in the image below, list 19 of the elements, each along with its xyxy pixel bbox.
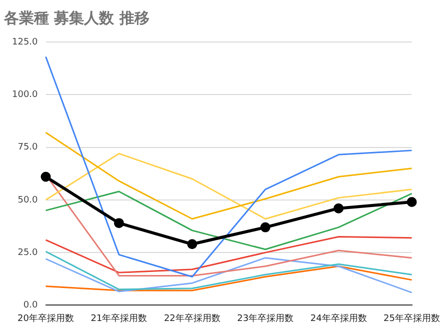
x-tick-label: 25年卒採用数 [384,312,440,324]
y-tick-label: 0.0 [23,300,38,311]
x-tick-label: 22年卒採用数 [164,312,220,324]
y-tick-label: 75.0 [18,142,38,153]
y-tick-label: 25.0 [18,248,38,258]
x-tick-label: 24年卒採用数 [310,312,367,324]
y-tick-label: 100.0 [12,90,38,100]
y-tick-label: 50.0 [18,195,38,206]
point [334,203,344,214]
point [187,239,198,250]
chart-title: 各業種 募集人数 推移 [3,8,150,27]
x-tick-label: 21年卒採用数 [90,312,148,324]
point [114,218,124,228]
y-tick-label: 125.0 [12,37,38,48]
point [260,222,270,232]
x-tick-label: 20年卒採用数 [18,312,74,324]
point [40,172,51,182]
point [406,197,417,208]
x-tick-label: 23年卒採用数 [237,312,294,324]
